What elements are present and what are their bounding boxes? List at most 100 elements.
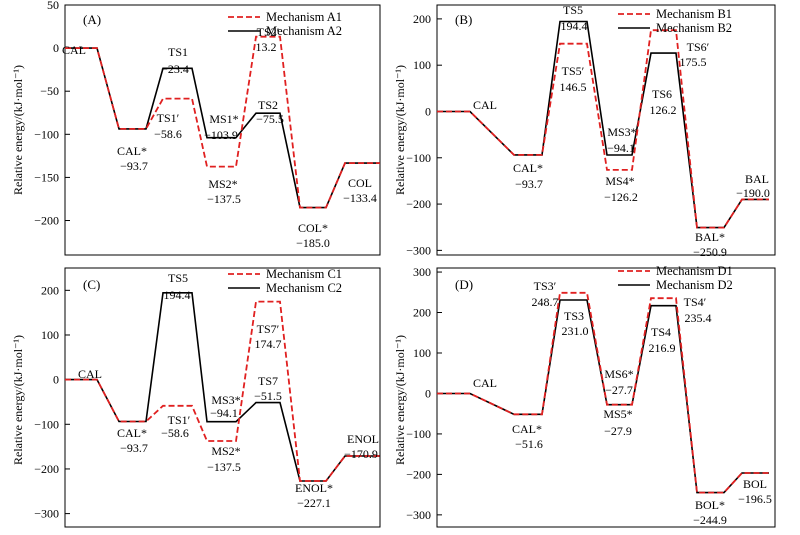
panel-b-annot-cal-name: CAL (473, 98, 497, 112)
panel-c-annot-ts7-name: TS7 (258, 374, 278, 388)
panel-d-annot-cal-star-name: CAL* (512, 422, 542, 436)
panel-c-annot-enol-star-name: ENOL* (295, 481, 333, 495)
panel-d-annot-cal-star-value: −51.6 (515, 437, 543, 451)
panel-b-ytick-label: −300 (406, 243, 431, 257)
panel-c-annot-ts7-prime-name: TS7′ (257, 322, 280, 336)
panel-b-annot-bal-name: BAL (745, 172, 769, 186)
panel-a-annot-cal-name: CAL (62, 43, 86, 57)
panel-c-ytick-label: 100 (41, 328, 59, 342)
panel-a-annot-ts2-value: −75.5 (256, 112, 284, 126)
panel-d-annot-ts4-prime-name: TS4′ (684, 295, 707, 309)
panel-b-label: (B) (455, 12, 472, 27)
panel-c-annot-ts5-name: TS5 (168, 271, 188, 285)
panel-a-annot-ts1-name: TS1 (168, 45, 188, 59)
panel-a-annot-cal-star-value: −93.7 (120, 159, 148, 173)
panel-b-series-mechanism-b2 (437, 20, 769, 229)
panel-b-annot-ts5-prime-name: TS5′ (562, 64, 585, 78)
panel-c-annot-ts1-prime-value: −58.6 (161, 426, 189, 440)
panel-c-annot-ts7-value: −51.5 (254, 389, 282, 403)
panel-a-legend-label: Mechanism A2 (266, 24, 342, 38)
panel-b-annot-ts6-prime-name: TS6′ (687, 40, 710, 54)
panel-b-annot-cal-star-value: −93.7 (515, 177, 543, 191)
panel-d-frame (436, 267, 776, 528)
panel-d-legend-label: Mechanism D2 (656, 278, 733, 292)
panel-a-annot-col-name: COL (348, 176, 372, 190)
panel-a-annot-col-star-value: −185.0 (296, 236, 330, 250)
panel-d-annot-bol-value: −196.5 (738, 492, 772, 506)
panel-b-annot-ts5-value: 194.4 (561, 19, 588, 33)
panel-a-annot-col-value: −133.4 (343, 191, 377, 205)
panel-d-legend-label: Mechanism D1 (656, 264, 733, 278)
panel-a-annot-cal-star-name: CAL* (117, 144, 147, 158)
panel-b-ytick-label: 200 (413, 12, 431, 26)
panel-a-ytick-label: −200 (34, 214, 59, 228)
panel-b-annot-bal-value: −190.0 (736, 186, 770, 200)
panel-a-ytick-label: −150 (34, 170, 59, 184)
panel-d-ytick-label: 300 (413, 265, 431, 279)
panel-a-frame (64, 4, 381, 256)
panel-a-annot-ts1-prime-name: TS1′ (157, 111, 180, 125)
panel-a-ytick-label: −50 (40, 84, 59, 98)
panel-d-ytick-label: −200 (406, 467, 431, 481)
panel-b-annot-ms4-star-value: −126.2 (604, 190, 638, 204)
panel-d-ylabel: Relative energy/(kJ·mol⁻¹) (393, 335, 407, 465)
panel-a-annot-col-star-name: COL* (298, 221, 328, 235)
panel-a-label: (A) (83, 12, 101, 27)
panel-d-annot-ts3-prime-name: TS3′ (534, 279, 557, 293)
panel-b-annot-bal-star-name: BAL* (695, 230, 725, 244)
panel-a-annot-ts2-prime-name: TS2′ (257, 25, 280, 39)
panel-c-series-mechanism-c1 (65, 300, 380, 482)
panel-b-annot-cal-star-name: CAL* (513, 161, 543, 175)
panel-d-annot-bol-star-name: BOL* (695, 498, 725, 512)
panel-d-annot-ts4-name: TS4 (651, 325, 671, 339)
panel-d-annot-ts3-value: 231.0 (562, 324, 589, 338)
panel-d-annot-ts4-value: 216.9 (649, 341, 676, 355)
panel-b-annot-ts5-name: TS5 (563, 3, 583, 17)
panel-a-annot-ms2-star-name: MS2* (208, 177, 237, 191)
panel-d-ytick-label: 0 (425, 386, 431, 400)
panel-a-annot-ms2-star-value: −137.5 (207, 192, 241, 206)
panel-d-annot-ts4-prime-value: 235.4 (685, 311, 712, 325)
panel-a-annot-ts1-value: −23.4 (161, 62, 189, 76)
panel-b-ytick-label: 100 (413, 58, 431, 72)
panel-b-legend-label: Mechanism B1 (656, 7, 732, 21)
panel-d-annot-ms5-star-name: MS5* (603, 407, 632, 421)
panel-d-annot-ms6-star-name: MS6* (604, 367, 633, 381)
panel-d-annot-ms5-star-value: −27.9 (604, 424, 632, 438)
panel-b-annot-ts5-prime-value: 146.5 (560, 80, 587, 94)
panel-c-annot-enol-name: ENOL (347, 432, 379, 446)
panel-c-annot-ts1-prime-name: TS1′ (168, 413, 191, 427)
panel-c-annot-ms2-star-name: MS2* (211, 444, 240, 458)
panel-c-annot-ms2-star-value: −137.5 (207, 460, 241, 474)
panel-d-series-mechanism-d2 (437, 299, 769, 494)
panel-a-ylabel: Relative energy/(kJ·mol⁻¹) (11, 65, 25, 195)
panel-c-ytick-label: −100 (34, 417, 59, 431)
panel-c-ytick-label: −300 (34, 507, 59, 521)
panel-b-ylabel: Relative energy/(kJ·mol⁻¹) (393, 65, 407, 195)
panel-a-annot-ts2-prime-value: 13.2 (256, 40, 277, 54)
panel-c-ylabel: Relative energy/(kJ·mol⁻¹) (11, 335, 25, 465)
panel-a-ytick-label: 0 (53, 41, 59, 55)
panel-b-annot-ms3-star-value: −94.1 (607, 141, 635, 155)
panel-d-ytick-label: −100 (406, 427, 431, 441)
panel-a-legend-label: Mechanism A1 (266, 10, 342, 24)
panel-a-annot-ms1-star-name: MS1* (209, 112, 238, 126)
panel-c-annot-ts5-value: 194.4 (164, 288, 191, 302)
panel-c-legend-label: Mechanism C1 (266, 267, 342, 281)
panel-c-label: (C) (83, 277, 100, 292)
panel-c-annot-enol-star-value: −227.1 (297, 496, 331, 510)
panel-d-annot-bol-star-value: −244.9 (693, 513, 727, 527)
panel-c-ytick-label: 0 (53, 373, 59, 387)
panel-d-series-mechanism-d1 (437, 291, 769, 494)
panel-d-ytick-label: 200 (413, 306, 431, 320)
panel-b-legend-label: Mechanism B2 (656, 21, 732, 35)
panel-a-ytick-label: −100 (34, 127, 59, 141)
panel-c-annot-ms3-star-value: −94.1 (210, 406, 238, 420)
panel-d-annot-bol-name: BOL (743, 477, 767, 491)
panel-c-legend-label: Mechanism C2 (266, 281, 342, 295)
panel-c-annot-ts7-prime-value: 174.7 (255, 337, 282, 351)
panel-c-ytick-label: −200 (34, 462, 59, 476)
panel-a-annot-ms1-star-value: −103.9 (204, 128, 238, 142)
panel-c-annot-cal-name: CAL (78, 367, 102, 381)
